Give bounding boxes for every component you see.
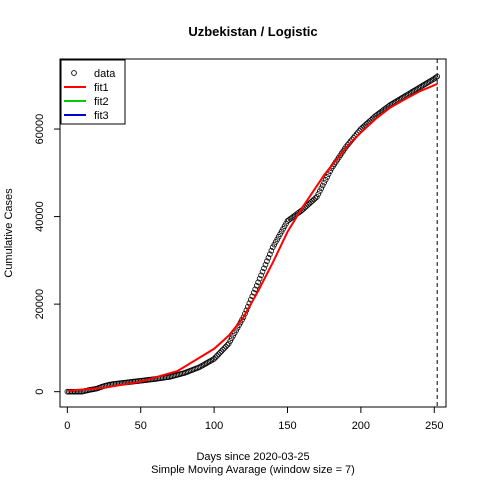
chart-title: Uzbekistan / Logistic — [188, 24, 317, 39]
x-tick-label: 100 — [205, 420, 223, 432]
legend-label-fit3: fit3 — [94, 110, 109, 122]
data-point — [316, 192, 321, 197]
legend-label-data: data — [94, 68, 116, 80]
data-point — [323, 177, 328, 182]
y-axis: 0 20000 40000 60000 — [34, 114, 60, 395]
x-axis: 0 50 100 150 200 250 — [64, 407, 443, 432]
y-tick-label: 40000 — [34, 201, 46, 232]
legend-label-fit1: fit1 — [94, 82, 109, 94]
data-point — [325, 175, 330, 180]
x-tick-label: 150 — [278, 420, 296, 432]
x-tick-label: 50 — [135, 420, 147, 432]
x-axis-sublabel: Simple Moving Avarage (window size = 7) — [151, 464, 355, 476]
data-point — [322, 180, 327, 185]
x-axis-label: Days since 2020-03-25 — [196, 451, 309, 463]
legend-label-fit2: fit2 — [94, 96, 109, 108]
y-tick-label: 0 — [34, 389, 46, 395]
legend: data fit1 fit2 fit3 — [61, 60, 125, 124]
fit-series-layer — [67, 84, 437, 391]
data-point — [307, 201, 312, 206]
x-tick-label: 250 — [425, 420, 443, 432]
fit1-line — [67, 84, 437, 391]
x-tick-label: 0 — [64, 420, 70, 432]
data-point — [319, 186, 324, 191]
data-point — [317, 189, 322, 194]
data-point — [312, 197, 317, 202]
data-point — [320, 183, 325, 188]
y-tick-label: 20000 — [34, 289, 46, 320]
x-tick-label: 200 — [352, 420, 370, 432]
data-point — [314, 194, 319, 199]
y-axis-label: Cumulative Cases — [3, 188, 15, 278]
y-tick-label: 60000 — [34, 114, 46, 145]
data-point — [310, 198, 315, 203]
data-point — [309, 200, 314, 205]
